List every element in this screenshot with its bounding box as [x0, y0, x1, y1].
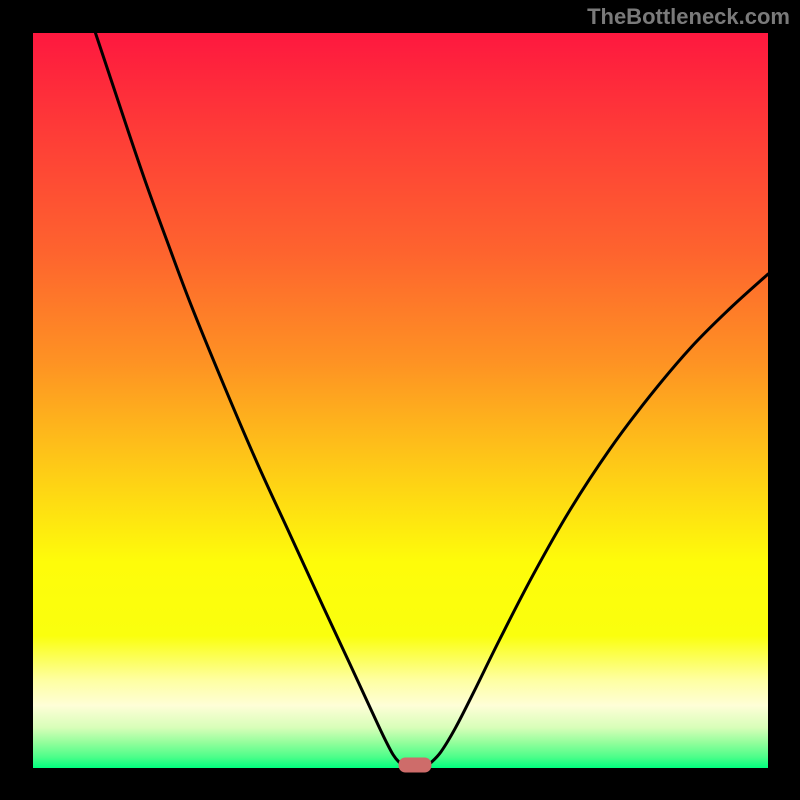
watermark-text: TheBottleneck.com — [587, 4, 790, 30]
plot-area — [33, 33, 768, 768]
bottleneck-curve — [33, 33, 768, 768]
minimum-marker — [399, 758, 432, 773]
